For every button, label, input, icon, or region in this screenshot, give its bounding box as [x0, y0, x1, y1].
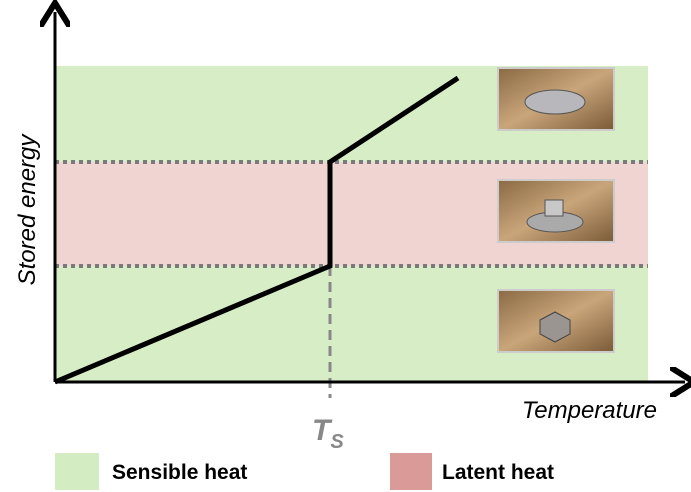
x-axis-label: Temperature — [522, 397, 657, 424]
legend-label: Latent heat — [442, 461, 554, 484]
photo-melting — [498, 180, 614, 242]
photo-solid — [498, 290, 614, 352]
legend-swatch — [390, 453, 432, 490]
legend-label: Sensible heat — [112, 461, 247, 484]
threshold-label: TS — [312, 414, 344, 453]
diagram: Stored energy Temperature TS Sensible he… — [0, 0, 691, 492]
photo-liquid — [498, 68, 614, 130]
y-axis-label: Stored energy — [14, 133, 41, 286]
legend-swatch — [55, 453, 99, 490]
